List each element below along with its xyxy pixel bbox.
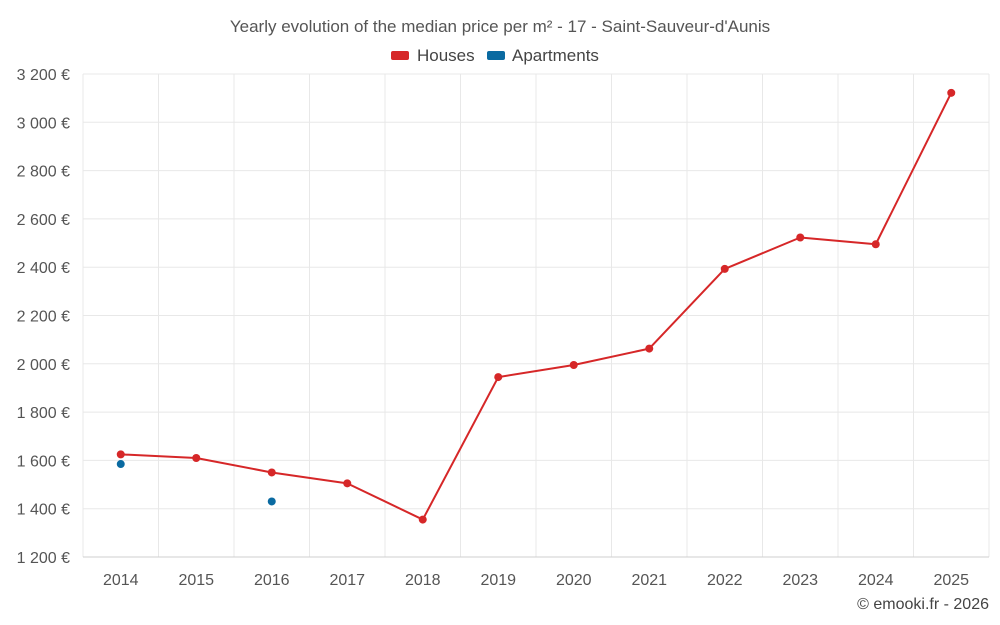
series-line-houses [120,92,953,521]
y-tick-label: 2 000 € [17,357,70,374]
y-tick-label: 1 200 € [17,550,70,567]
point-houses-2015[interactable] [192,453,201,462]
x-tick-label: 2016 [254,572,290,589]
x-tick-label: 2024 [858,572,894,589]
point-houses-2014[interactable] [116,450,125,459]
y-tick-label: 2 200 € [17,309,70,326]
legend-swatch-apartments [487,51,505,60]
legend-item-houses[interactable]: Houses [391,46,475,65]
legend-label-apartments: Apartments [512,46,599,65]
chart-title: Yearly evolution of the median price per… [230,17,770,36]
point-houses-2019[interactable] [494,373,503,382]
y-tick-label: 1 400 € [17,502,70,519]
point-apartments-2016[interactable] [267,497,276,506]
x-tick-label: 2025 [933,572,969,589]
point-houses-2025[interactable] [947,88,956,97]
point-houses-2016[interactable] [267,468,276,477]
series-houses [116,88,956,524]
legend-label-houses: Houses [417,46,475,65]
point-houses-2017[interactable] [343,479,352,488]
y-axis-labels: 1 200 € 1 400 € 1 600 € 1 800 € 2 000 € 2 200… [17,67,70,567]
y-tick-label: 2 800 € [17,164,70,181]
point-apartments-2014[interactable] [116,460,125,469]
x-tick-label: 2014 [103,572,139,589]
series-apartments [116,460,276,506]
y-tick-label: 1 600 € [17,453,70,470]
y-tick-label: 3 000 € [17,115,70,132]
series-layer [116,88,956,524]
y-tick-label: 2 400 € [17,260,70,277]
y-tick-label: 3 200 € [17,67,70,84]
point-houses-2020[interactable] [569,361,578,370]
legend-swatch-houses [391,51,409,60]
point-houses-2018[interactable] [418,515,427,524]
x-tick-label: 2020 [556,572,592,589]
credit-text: © emooki.fr - 2026 [857,596,989,613]
y-tick-label: 2 600 € [17,212,70,229]
point-houses-2023[interactable] [796,233,805,242]
x-tick-label: 2017 [329,572,365,589]
point-houses-2021[interactable] [645,344,654,353]
y-tick-label: 1 800 € [17,405,70,422]
x-tick-label: 2023 [782,572,818,589]
x-axis-labels: 2014 2015 2016 2017 2018 2019 2020 2021 2022 2023… [103,572,969,589]
x-tick-label: 2018 [405,572,441,589]
x-tick-label: 2022 [707,572,743,589]
point-houses-2024[interactable] [871,240,880,249]
legend: Houses Apartments [391,46,599,65]
x-tick-label: 2019 [480,572,516,589]
point-houses-2022[interactable] [720,264,729,273]
legend-item-apartments[interactable]: Apartments [487,46,599,65]
x-tick-label: 2015 [178,572,214,589]
x-gridlines [82,74,990,557]
x-tick-label: 2021 [631,572,667,589]
